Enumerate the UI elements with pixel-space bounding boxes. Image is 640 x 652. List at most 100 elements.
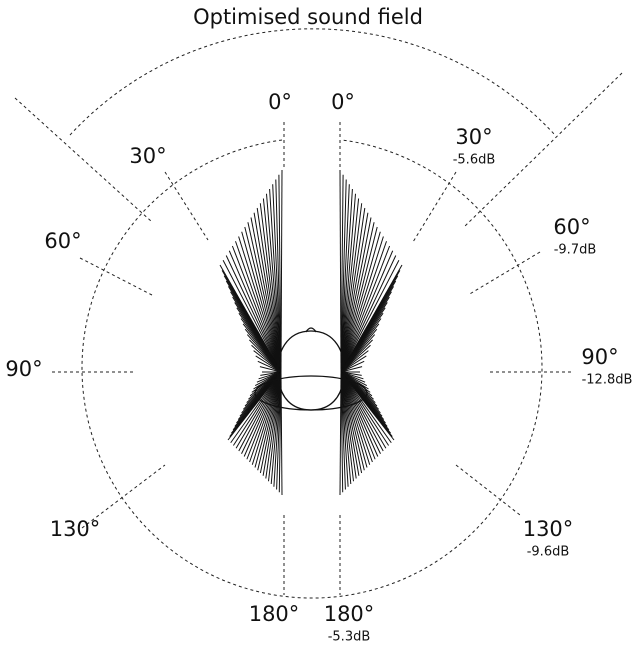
level-label: -5.6dB <box>453 153 496 168</box>
ray <box>266 193 282 373</box>
angle-label: 90° <box>581 345 618 369</box>
ray <box>340 207 366 373</box>
ray <box>340 371 373 463</box>
ray <box>243 371 282 457</box>
ray <box>340 188 353 373</box>
ray <box>272 184 282 373</box>
angle-label: 30° <box>455 125 492 149</box>
ray <box>262 198 282 373</box>
ray <box>340 203 363 373</box>
radial-ticks <box>52 122 572 595</box>
ray <box>247 222 282 373</box>
ray <box>254 371 282 468</box>
ray <box>253 212 282 373</box>
ray <box>340 371 387 449</box>
ray <box>339 169 342 373</box>
ray <box>246 371 282 460</box>
ray <box>280 169 283 373</box>
ray <box>340 371 392 444</box>
ray <box>228 250 282 373</box>
ray <box>340 193 356 373</box>
level-label: -9.6dB <box>527 545 570 560</box>
ray <box>250 217 282 373</box>
ray <box>340 371 371 465</box>
ray <box>241 231 282 373</box>
right-labels: 0° 30° -5.6dB 60° -9.7dB 90° -12.8dB 130… <box>324 90 633 645</box>
ray <box>235 371 282 449</box>
ray <box>256 207 282 373</box>
ray <box>340 371 368 468</box>
ray <box>340 250 394 373</box>
ray <box>231 245 282 373</box>
ray <box>257 371 282 471</box>
ray <box>340 355 367 373</box>
level-label: -5.3dB <box>328 630 371 645</box>
ray <box>262 371 282 476</box>
ray <box>241 371 282 454</box>
ray <box>340 371 376 460</box>
ray <box>340 371 379 457</box>
ray <box>238 236 282 373</box>
ray <box>340 371 381 454</box>
ray <box>340 371 365 471</box>
ray <box>339 371 342 496</box>
ray <box>235 241 282 373</box>
ray <box>232 371 282 446</box>
inner-circle <box>81 139 543 599</box>
ray <box>244 226 282 373</box>
ray <box>230 371 282 444</box>
ray <box>340 260 400 373</box>
outer-arc <box>69 28 556 136</box>
ray <box>340 174 344 373</box>
ray <box>238 371 282 452</box>
ray <box>340 350 369 373</box>
ray <box>340 198 360 373</box>
ray <box>340 184 350 373</box>
left-labels: 0° 30° 60° 90° 130° 180° <box>5 90 299 626</box>
diagonal-right <box>464 72 623 227</box>
head <box>254 327 368 411</box>
ray <box>249 371 282 463</box>
ray <box>340 371 360 476</box>
ray <box>340 212 369 373</box>
ray <box>340 231 381 373</box>
angle-label: 60° <box>553 215 590 239</box>
ray <box>280 371 283 496</box>
angle-label: 90° <box>5 357 42 381</box>
ray <box>340 179 347 373</box>
diagonal-left <box>14 97 153 223</box>
ray <box>251 371 282 465</box>
ray <box>278 174 282 373</box>
ray <box>340 222 375 373</box>
ray <box>340 371 384 452</box>
ray <box>275 179 282 373</box>
ray <box>222 260 282 373</box>
ray <box>253 350 282 373</box>
angle-label: 0° <box>268 90 292 114</box>
ray <box>340 236 384 373</box>
sound-rays <box>219 169 403 496</box>
ray <box>340 241 387 373</box>
angle-label: 180° <box>324 602 375 626</box>
level-label: -12.8dB <box>582 373 633 388</box>
ray <box>255 355 282 373</box>
ray <box>225 255 282 373</box>
ray <box>269 188 282 373</box>
ray <box>340 245 391 373</box>
title: Optimised sound field <box>193 5 423 29</box>
ray <box>340 371 395 441</box>
ray <box>259 203 282 373</box>
angle-label: 0° <box>331 90 355 114</box>
ray <box>340 371 390 446</box>
ray <box>340 226 378 373</box>
angle-label: 60° <box>44 229 81 253</box>
ray <box>340 217 372 373</box>
ray <box>340 255 397 373</box>
angle-label: 130° <box>523 517 574 541</box>
angle-label: 130° <box>50 517 101 541</box>
ray <box>259 371 282 474</box>
ray <box>227 371 282 441</box>
ray <box>340 371 363 474</box>
